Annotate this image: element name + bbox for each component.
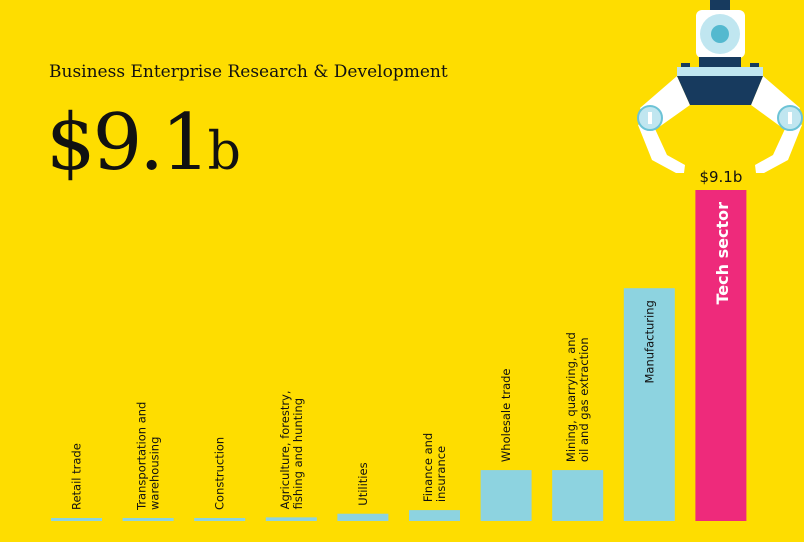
bar-7 <box>552 470 604 521</box>
bar-3 <box>265 517 317 521</box>
category-label: Agriculture, forestry, <box>278 390 292 509</box>
bar-8 <box>623 288 675 521</box>
bar-0 <box>51 518 102 521</box>
category-label: Mining, quarrying, and <box>564 332 578 462</box>
category-label: fishing and hunting <box>291 398 305 509</box>
bar-2 <box>194 518 246 521</box>
total-value: $9.1b <box>46 98 241 188</box>
chart-title: Business Enterprise Research & Developme… <box>49 62 448 82</box>
category-label: oil and gas extraction <box>577 337 591 462</box>
category-label: Construction <box>213 437 227 510</box>
category-label: Wholesale trade <box>499 368 513 462</box>
robotic-claw-icon <box>637 0 803 173</box>
bar-4 <box>337 513 389 521</box>
category-label: Tech sector <box>713 202 732 305</box>
bar-1 <box>122 518 174 521</box>
category-label: insurance <box>434 446 448 502</box>
bar-9 <box>695 190 747 521</box>
total-unit: b <box>207 122 241 182</box>
bar-6 <box>480 470 532 521</box>
category-label: Utilities <box>356 462 370 505</box>
category-label: warehousing <box>148 437 162 510</box>
total-number: $9.1 <box>46 98 211 188</box>
bar-5 <box>409 510 460 521</box>
category-label: Finance and <box>421 433 435 502</box>
category-label: Transportation and <box>135 402 149 511</box>
data-label: $9.1b <box>699 168 742 186</box>
category-label: Manufacturing <box>642 300 656 383</box>
category-label: Retail trade <box>70 443 84 510</box>
